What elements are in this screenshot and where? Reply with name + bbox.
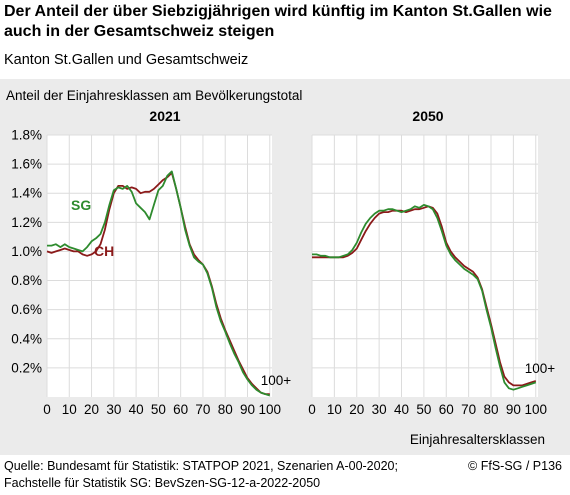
y-tick-label: 1.4% [11,186,42,201]
panel-title: 2050 [412,108,443,124]
x-tick-label: 20 [349,402,364,417]
x-tick-label: 10 [327,402,342,417]
x-tick-label: 90 [240,402,255,417]
x-tick-label: 70 [461,402,476,417]
y-tick-label: 0.2% [11,360,42,375]
y-tick-label: 1.8% [11,128,42,143]
chart-panel: Anteil der Einjahresklassen am Bevölkeru… [0,79,570,455]
x-tick-label: 100 [259,402,282,417]
x-tick-label: 90 [506,402,521,417]
series-line-sg [312,204,537,391]
x-tick-label: 100 [524,402,547,417]
series-line-ch [312,205,537,387]
y-tick-label: 1.2% [11,215,42,230]
x-tick-label: 80 [218,402,233,417]
x-tick-label: 70 [195,402,210,417]
chart-title: Der Anteil der über Siebzigjährigen wird… [4,3,552,40]
x-tick-label: 20 [84,402,99,417]
y-tick-label: 1.6% [11,157,42,172]
series-label-ch: CH [94,243,114,259]
x-tick-label: 80 [483,402,498,417]
panel-title: 2021 [149,108,180,124]
chart-subtitle: Kanton St.Gallen und Gesamtschweiz [4,52,249,68]
x-tick-label: 30 [372,402,387,417]
plot-area [312,135,538,397]
y-tick-label: 0.4% [11,331,42,346]
x-tick-label: 60 [173,402,188,417]
y-tick-label: 0.8% [11,273,42,288]
x-tick-label: 40 [129,402,144,417]
x-tick-label: 30 [106,402,121,417]
source-note: Quelle: Bundesamt für Statistik: STATPOP… [4,459,398,490]
series-line-sg [47,170,271,397]
y-axis-label: Anteil der Einjahresklassen am Bevölkeru… [6,88,302,103]
annotation-100plus: 100+ [261,373,292,388]
series-label-sg: SG [71,197,91,213]
x-axis-label: Einjahresaltersklassen [410,432,545,447]
x-tick-label: 0 [308,402,316,417]
annotation-100plus: 100+ [525,361,556,376]
x-tick-label: 50 [416,402,431,417]
y-tick-label: 1.0% [11,244,42,259]
series-line-ch [46,171,270,396]
x-tick-label: 60 [439,402,454,417]
y-tick-label: 0.6% [11,302,42,317]
x-tick-label: 0 [43,402,51,417]
copyright-note: © FfS-SG / P136 [468,459,562,473]
line-chart: Anteil der Einjahresklassen am Bevölkeru… [6,88,556,447]
x-tick-label: 40 [394,402,409,417]
x-tick-label: 50 [151,402,166,417]
x-tick-label: 10 [62,402,77,417]
